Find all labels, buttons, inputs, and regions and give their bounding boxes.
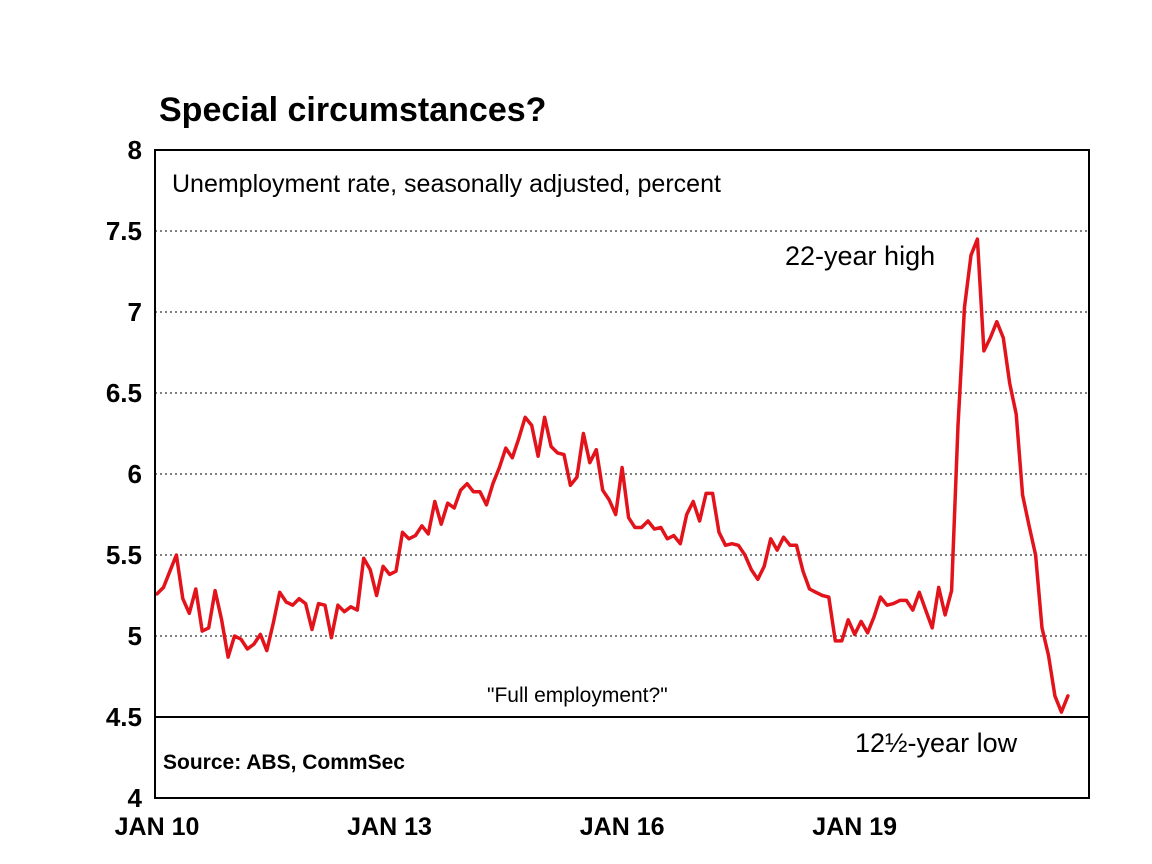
y-tick-label: 5.5 [106, 540, 142, 570]
annotation-22-year-high: 22-year high [785, 241, 935, 271]
x-tick-label: JAN 16 [580, 813, 665, 841]
plot-frame [154, 149, 1090, 799]
source-note: Source: ABS, CommSec [163, 751, 405, 774]
y-tick-label: 6 [128, 459, 142, 489]
x-tick-label: JAN 13 [347, 813, 432, 841]
x-tick-label: JAN 19 [812, 813, 897, 841]
y-tick-label: 6.5 [106, 378, 142, 408]
y-tick-label: 7.5 [106, 216, 142, 246]
y-tick-label: 7 [128, 297, 142, 327]
annotation-full-employment: "Full employment?" [487, 684, 668, 707]
y-tick-label: 4 [128, 783, 143, 813]
chart-subtitle: Unemployment rate, seasonally adjusted, … [172, 170, 721, 198]
x-axis: JAN 10 JAN 13 JAN 16 JAN 19 [115, 813, 897, 841]
y-tick-label: 8 [128, 135, 142, 165]
gridlines [155, 230, 1089, 637]
y-axis: 4 4.5 5 5.5 6 6.5 7 7.5 8 [106, 135, 143, 813]
y-tick-label: 5 [128, 621, 142, 651]
chart-title: Special circumstances? [159, 91, 546, 129]
y-tick-label: 4.5 [106, 702, 142, 732]
annotation-12-half-year-low: 12½-year low [855, 728, 1018, 758]
x-tick-label: JAN 10 [115, 813, 200, 841]
series-line-unemployment [155, 237, 1070, 714]
